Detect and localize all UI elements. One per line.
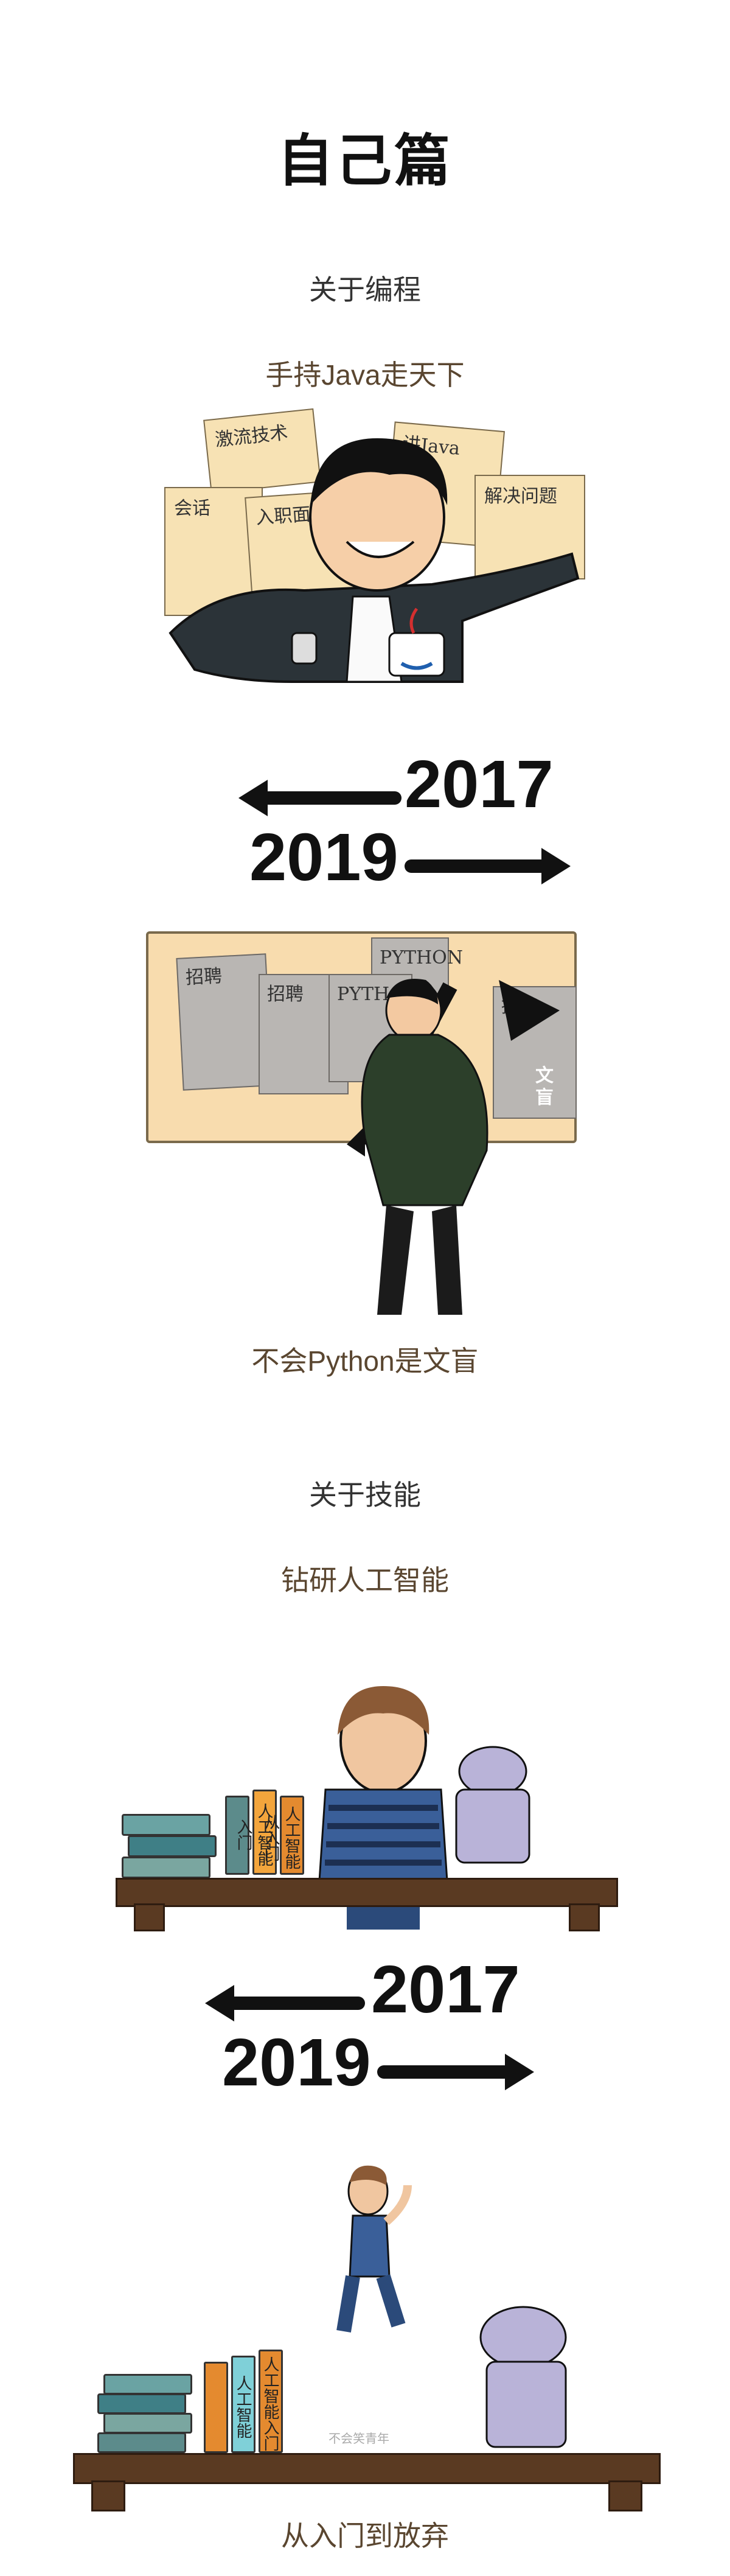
page-title: 自己篇 bbox=[277, 130, 453, 192]
year-2017: 2017 bbox=[405, 747, 554, 822]
section-heading-programming: 关于编程 bbox=[309, 274, 421, 306]
book-stack-3 bbox=[122, 1857, 210, 1878]
shelf-bottom bbox=[73, 2453, 661, 2484]
book-spine-1 bbox=[225, 1796, 249, 1875]
caption-java: 手持Java走天下 bbox=[265, 359, 465, 391]
shelf-leg-left bbox=[134, 1903, 165, 1931]
caption-ai: 钻研人工智能 bbox=[281, 1564, 449, 1596]
section-heading-skills: 关于技能 bbox=[309, 1479, 421, 1511]
year-2019: 2019 bbox=[249, 820, 398, 895]
book-spine-b1 bbox=[204, 2362, 228, 2453]
book-spine-ai-b1: 人工智能 bbox=[231, 2356, 255, 2453]
illustration-ai-study: 人工智能入门 人工智能从入门 bbox=[116, 1643, 620, 1931]
book-stack-2 bbox=[128, 1835, 217, 1857]
book-stack-b3 bbox=[103, 2413, 192, 2434]
arrow-left-back-icon bbox=[238, 780, 401, 816]
book-spine-ai-b2: 人工智能入门 bbox=[259, 2350, 283, 2453]
illustration-python: 招聘 招聘 PYTHON PYTHON 招聘 文盲 bbox=[146, 919, 577, 1321]
arrow-right-forward-icon bbox=[405, 848, 571, 884]
give-up-person-robot-drawing bbox=[336, 2165, 567, 2448]
arrow-left-back-icon-2 bbox=[205, 1985, 365, 2021]
shelf-leg-right bbox=[569, 1903, 600, 1931]
label-illiterate: 文盲 bbox=[535, 1066, 554, 1108]
book-stack-b1 bbox=[103, 2374, 192, 2395]
book-stack-1 bbox=[122, 1814, 210, 1836]
shelf-bottom-leg-right bbox=[608, 2480, 642, 2511]
caption-give-up: 从入门到放弃 bbox=[281, 2520, 449, 2552]
java-person-drawing bbox=[169, 438, 580, 683]
book-stack-b4 bbox=[97, 2432, 186, 2453]
year-2019-2: 2019 bbox=[222, 2025, 371, 2100]
watermark: 不会笑青年 bbox=[328, 2432, 389, 2446]
python-person-drawing bbox=[347, 979, 560, 1315]
illustration-give-up: 人工智能 人工智能入门 不会笑青年 bbox=[67, 2130, 675, 2526]
book-spine-ai-1: 人工智能入门 bbox=[235, 1790, 277, 1875]
arrow-right-forward-icon-2 bbox=[377, 2054, 534, 2090]
shelf-top bbox=[116, 1878, 618, 1907]
caption-python: 不会Python是文盲 bbox=[251, 1345, 479, 1377]
book-spine-ai-2: 人工智能从入门 bbox=[262, 1796, 304, 1875]
illustration-java: 激流技术 会话 入职面试 讲Java 解决问题 bbox=[146, 402, 585, 706]
shelf-bottom-leg-left bbox=[91, 2480, 125, 2511]
book-stack-b2 bbox=[97, 2393, 186, 2414]
year-2017-2: 2017 bbox=[371, 1952, 520, 2027]
